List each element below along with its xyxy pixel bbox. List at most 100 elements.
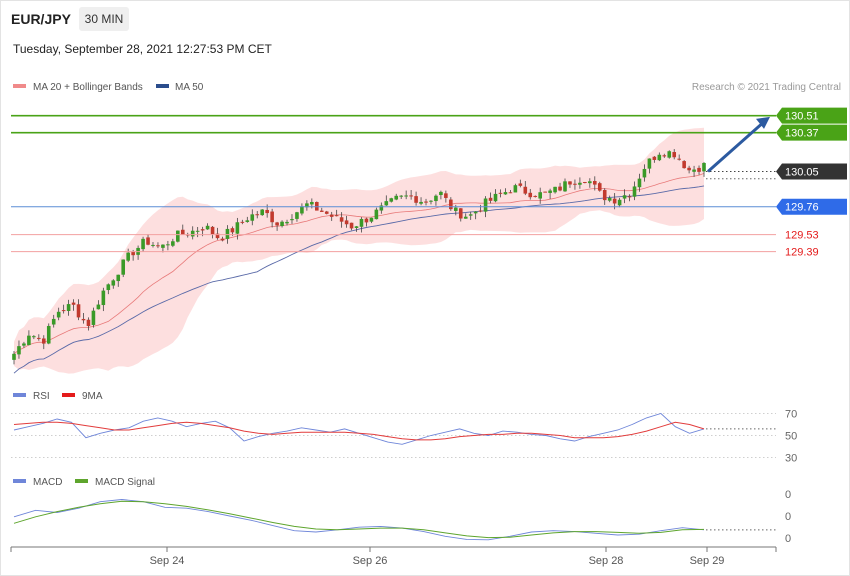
candle xyxy=(548,188,552,200)
macd-signal-line xyxy=(13,500,705,539)
candle-body xyxy=(543,191,547,193)
candle-body xyxy=(245,220,250,222)
candle-body xyxy=(687,167,691,171)
level-badge xyxy=(776,107,847,124)
candle xyxy=(61,304,66,314)
candle-body xyxy=(682,161,686,169)
candle-body xyxy=(171,241,175,246)
candle xyxy=(27,330,31,346)
candle-body xyxy=(56,311,61,318)
candle-body xyxy=(414,196,418,203)
candle-body xyxy=(329,214,334,217)
candle-body xyxy=(349,222,354,229)
ma20-line xyxy=(13,173,705,355)
candle-body xyxy=(141,238,145,250)
candle xyxy=(379,202,384,214)
candle-body xyxy=(493,193,498,202)
candle-body xyxy=(667,151,672,158)
candle xyxy=(349,222,354,231)
candle xyxy=(295,211,299,222)
candle xyxy=(563,178,567,192)
candle xyxy=(17,340,21,359)
candle xyxy=(682,160,686,169)
candle-body xyxy=(190,230,195,237)
candle-body xyxy=(344,220,349,225)
candle xyxy=(702,162,706,177)
candle-body xyxy=(692,169,696,172)
candle-body xyxy=(513,185,518,193)
candle-body xyxy=(295,212,299,219)
ma50-line xyxy=(13,185,705,374)
candle-body xyxy=(32,336,36,338)
candle-body xyxy=(200,229,205,231)
candle-body xyxy=(285,221,289,224)
candle xyxy=(697,165,701,175)
candle xyxy=(468,211,473,220)
candle-body xyxy=(409,195,413,197)
candle xyxy=(86,317,91,331)
candle xyxy=(126,248,130,263)
candle xyxy=(190,226,195,240)
macd-scale-label: 0 xyxy=(785,533,791,545)
candle-body xyxy=(86,319,91,326)
macd-scale-label: 0 xyxy=(785,489,791,501)
level-label: 129.39 xyxy=(785,247,819,259)
candle xyxy=(503,188,508,195)
candle-body xyxy=(166,244,170,246)
candle-body xyxy=(429,200,433,202)
candle-body xyxy=(399,195,403,197)
candle-body xyxy=(250,214,255,221)
timeframe-button[interactable]: 30 MIN xyxy=(79,7,129,31)
candle xyxy=(374,207,379,220)
legend-rsi-ma: 9MA xyxy=(82,391,103,402)
candle-body xyxy=(225,228,230,239)
candle xyxy=(166,240,170,251)
candle-body xyxy=(96,304,101,310)
candle xyxy=(488,192,493,204)
candle xyxy=(493,189,498,203)
legend-ma20-bb: MA 20 + Bollinger Bands xyxy=(33,82,143,93)
candle xyxy=(692,165,696,177)
candle xyxy=(359,217,364,233)
candle xyxy=(329,211,334,221)
candle-body xyxy=(359,218,364,227)
candle xyxy=(255,211,260,219)
candle-body xyxy=(37,337,41,339)
candle-body xyxy=(354,226,359,228)
rsi-legend: RSI 9MA xyxy=(13,391,103,402)
candle xyxy=(647,158,652,174)
candle-body xyxy=(662,155,667,157)
rsi-line xyxy=(13,412,705,445)
candle-body xyxy=(265,209,269,214)
candle xyxy=(41,335,46,350)
candle xyxy=(290,214,294,224)
candle-body xyxy=(310,201,314,205)
candle xyxy=(161,244,165,253)
candle-body xyxy=(126,252,130,261)
candle-body xyxy=(473,211,478,214)
candle xyxy=(270,208,274,228)
candle xyxy=(518,179,523,188)
candle-body xyxy=(518,183,523,186)
candle-body xyxy=(300,206,304,214)
candle-body xyxy=(210,226,215,234)
level-label: 129.53 xyxy=(785,230,819,242)
candle-body xyxy=(17,346,21,355)
candle xyxy=(538,187,542,204)
candle xyxy=(171,238,175,248)
candle-body xyxy=(66,304,71,311)
timestamp: Tuesday, September 28, 2021 12:27:53 PM … xyxy=(13,42,272,56)
candle xyxy=(250,209,255,226)
candle xyxy=(533,195,538,198)
candle-body xyxy=(71,302,76,305)
candle-body xyxy=(553,186,557,193)
candle xyxy=(180,224,185,235)
candle-body xyxy=(424,201,428,203)
candle xyxy=(424,198,428,206)
candle xyxy=(597,181,602,192)
candle xyxy=(101,287,106,312)
candle-body xyxy=(180,229,185,235)
candle-body xyxy=(270,211,274,223)
candle-body xyxy=(161,244,165,248)
